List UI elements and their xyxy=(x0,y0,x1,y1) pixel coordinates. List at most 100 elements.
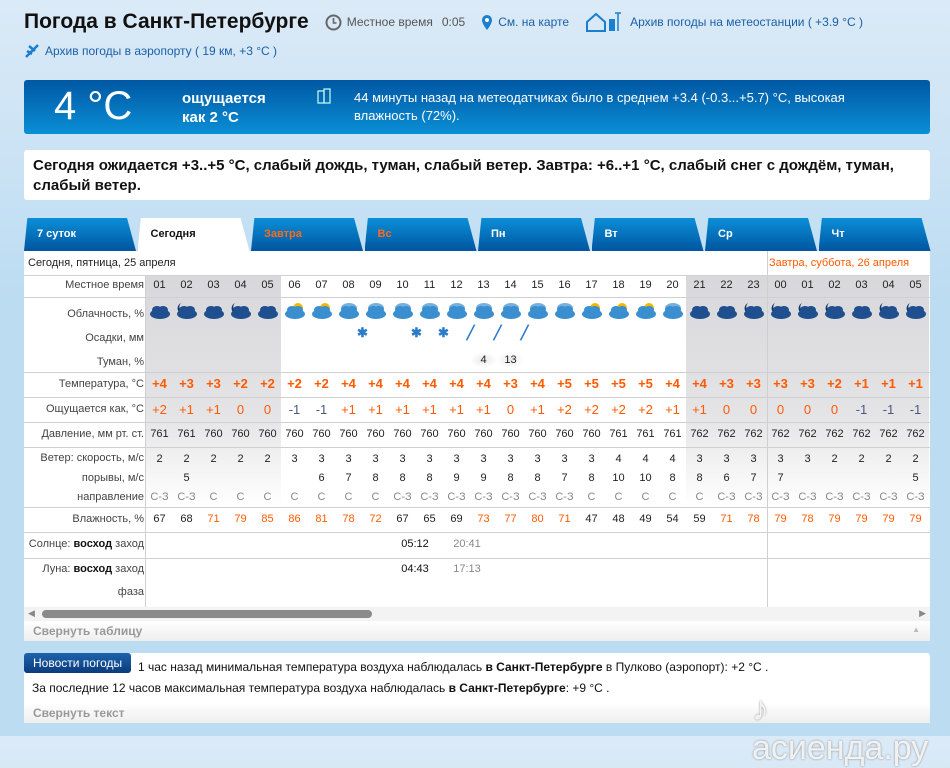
row-label: Температура, °C xyxy=(58,378,144,390)
wind-gust-cell: 5 xyxy=(912,472,919,484)
night-partly-icon xyxy=(227,299,254,324)
tab-3[interactable]: Вс xyxy=(364,218,477,251)
hour-cell: 01 xyxy=(801,279,814,291)
day-overcast-icon xyxy=(497,299,524,324)
wind-gust-cell: 6 xyxy=(723,472,730,484)
wind-gust-cell: 8 xyxy=(696,472,703,484)
table-row-feels xyxy=(24,397,930,422)
hour-cell: 17 xyxy=(585,279,598,291)
tab-5[interactable]: Вт xyxy=(591,218,704,251)
station-archive-label: Архив погоды на метеостанции ( +3.9 °C ) xyxy=(630,15,863,29)
wind-direction-cell: С xyxy=(614,491,623,503)
day-overcast-icon xyxy=(524,299,551,324)
wind-direction-cell: С-З xyxy=(150,491,169,503)
row-label: Облачность, % xyxy=(67,308,144,320)
collapse-text-label: Свернуть текст xyxy=(33,706,125,720)
feels-like-cell: +1 xyxy=(476,402,491,417)
scrollbar-thumb[interactable] xyxy=(42,610,372,618)
humidity-cell: 86 xyxy=(288,513,301,525)
wind-speed-cell: 3 xyxy=(507,453,514,465)
collapse-arrow-icon: ▲ xyxy=(912,625,920,634)
temperature-cell: +4 xyxy=(692,376,707,391)
row-label: Туман, % xyxy=(96,356,144,368)
news-text: За последние 12 часов максимальная темпе… xyxy=(32,681,449,695)
night-cloudy-icon xyxy=(146,299,173,324)
collapse-table-button[interactable]: Свернуть таблицу ▲ xyxy=(24,621,930,641)
hour-cell: 16 xyxy=(558,279,571,291)
collapse-table-label: Свернуть таблицу xyxy=(33,624,143,638)
pressure-cell: 760 xyxy=(528,428,547,440)
humidity-cell: 71 xyxy=(558,513,571,525)
night-cloudy-icon xyxy=(254,299,281,324)
wind-gust-cell: 9 xyxy=(480,472,487,484)
scroll-left-icon[interactable]: ◀ xyxy=(28,608,35,618)
local-time-value: 0:05 xyxy=(441,15,466,29)
day-partly-icon xyxy=(605,299,632,324)
sun-rise-label: восход xyxy=(73,538,113,550)
fog-value: 13 xyxy=(497,352,524,368)
wind-direction-cell: С-З xyxy=(906,491,925,503)
day-overcast-icon xyxy=(362,299,389,324)
hour-cell: 14 xyxy=(504,279,517,291)
label-divider xyxy=(145,275,146,608)
wind-direction-cell: С xyxy=(290,491,299,503)
wind-direction-cell: С-З xyxy=(177,491,196,503)
moonrise-time: 04:43 xyxy=(401,563,429,575)
wind-gust-cell: 7 xyxy=(750,472,757,484)
news-text: : +9 °C . xyxy=(565,681,610,695)
map-link[interactable]: См. на карте xyxy=(481,14,569,31)
current-weather-banner: 4 °C ощущается как 2 °C 44 минуты назад н… xyxy=(24,80,930,134)
hour-cell: 15 xyxy=(531,279,544,291)
day-overcast-icon xyxy=(416,299,443,324)
night-cloudy-icon xyxy=(200,299,227,324)
wind-gust-cell: 10 xyxy=(612,472,625,484)
hour-cell: 03 xyxy=(207,279,220,291)
wind-speed-cell: 4 xyxy=(669,453,676,465)
wind-speed-cell: 2 xyxy=(831,453,838,465)
wind-direction-cell: С-З xyxy=(717,491,736,503)
feels-like-cell: +1 xyxy=(530,402,545,417)
fog-value: 4 xyxy=(470,352,497,368)
collapse-text-button[interactable]: Свернуть текст xyxy=(24,703,930,723)
hour-cell: 19 xyxy=(639,279,652,291)
humidity-cell: 71 xyxy=(207,513,220,525)
wind-gust-cell: 9 xyxy=(453,472,460,484)
tab-1[interactable]: Сегодня xyxy=(137,218,250,251)
feels-like-cell: +1 xyxy=(449,402,464,417)
pressure-cell: 760 xyxy=(258,428,277,440)
wind-direction-cell: С-З xyxy=(879,491,898,503)
station-archive-link[interactable]: Архив погоды на метеостанции ( +3.9 °C ) xyxy=(585,11,863,33)
wind-speed-cell: 3 xyxy=(723,453,730,465)
humidity-cell: 67 xyxy=(153,513,166,525)
temperature-cell: +3 xyxy=(179,376,194,391)
temperature-cell: +4 xyxy=(449,376,464,391)
temperature-cell: +3 xyxy=(773,376,788,391)
day-partly-icon xyxy=(281,299,308,324)
scroll-right-icon[interactable]: ▶ xyxy=(919,608,926,618)
tab-0[interactable]: 7 суток xyxy=(24,218,136,251)
row-label: направление xyxy=(77,491,144,503)
temperature-cell: +4 xyxy=(530,376,545,391)
wind-speed-cell: 4 xyxy=(642,453,649,465)
horizontal-scrollbar[interactable]: ◀ ▶ xyxy=(24,607,930,621)
temperature-cell: +5 xyxy=(611,376,626,391)
tab-6[interactable]: Ср xyxy=(705,218,817,251)
tab-7[interactable]: Чт xyxy=(818,218,931,251)
tab-2[interactable]: Завтра xyxy=(251,218,363,251)
temperature-cell: +3 xyxy=(800,376,815,391)
temperature-cell: +5 xyxy=(638,376,653,391)
airport-archive-link[interactable]: Архив погоды в аэропорту ( 19 км, +3 °C … xyxy=(24,43,277,59)
news-item: 1 час назад минимальная температура возд… xyxy=(138,660,768,674)
hour-cell: 10 xyxy=(396,279,409,291)
tab-4[interactable]: Пн xyxy=(478,218,590,251)
night-partly-icon xyxy=(173,299,200,324)
feels-like: ощущается как 2 °C xyxy=(182,89,292,127)
news-text: в Пулково (аэропорт): +2 °C . xyxy=(602,660,769,674)
feels-like-cell: +2 xyxy=(584,402,599,417)
page-title: Погода в Санкт-Петербурге xyxy=(24,10,309,33)
humidity-cell: 67 xyxy=(396,513,409,525)
hour-cell: 12 xyxy=(450,279,463,291)
night-partly-icon xyxy=(767,299,794,324)
temperature-cell: +1 xyxy=(881,376,896,391)
